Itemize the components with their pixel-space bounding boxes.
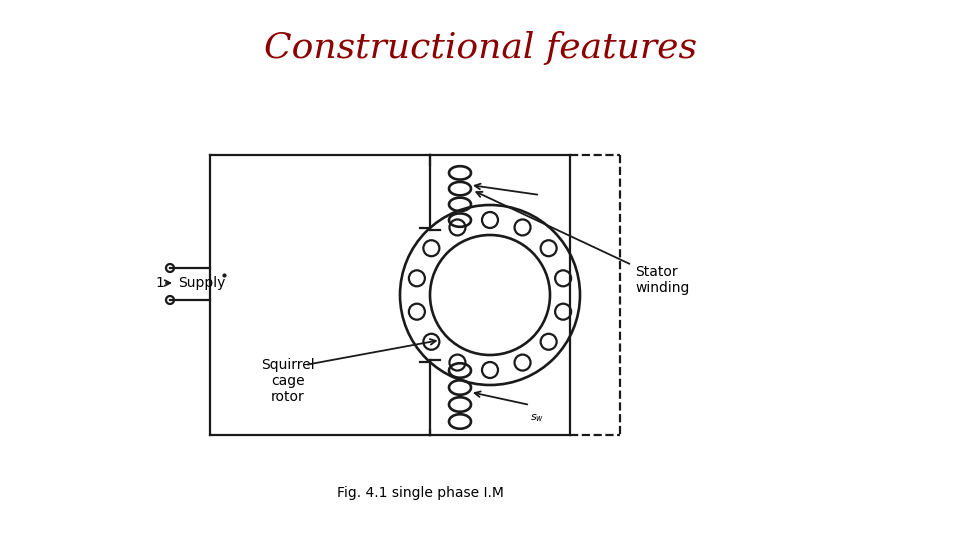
Text: Supply: Supply: [178, 276, 226, 290]
Text: 1: 1: [155, 276, 164, 290]
Text: Squirrel
cage
rotor: Squirrel cage rotor: [261, 358, 315, 404]
Text: Stator
winding: Stator winding: [635, 265, 689, 295]
Text: $s_w$: $s_w$: [530, 412, 544, 424]
Text: Fig. 4.1 single phase I.M: Fig. 4.1 single phase I.M: [337, 486, 503, 500]
Circle shape: [430, 235, 550, 355]
Text: Constructional features: Constructional features: [263, 31, 697, 65]
